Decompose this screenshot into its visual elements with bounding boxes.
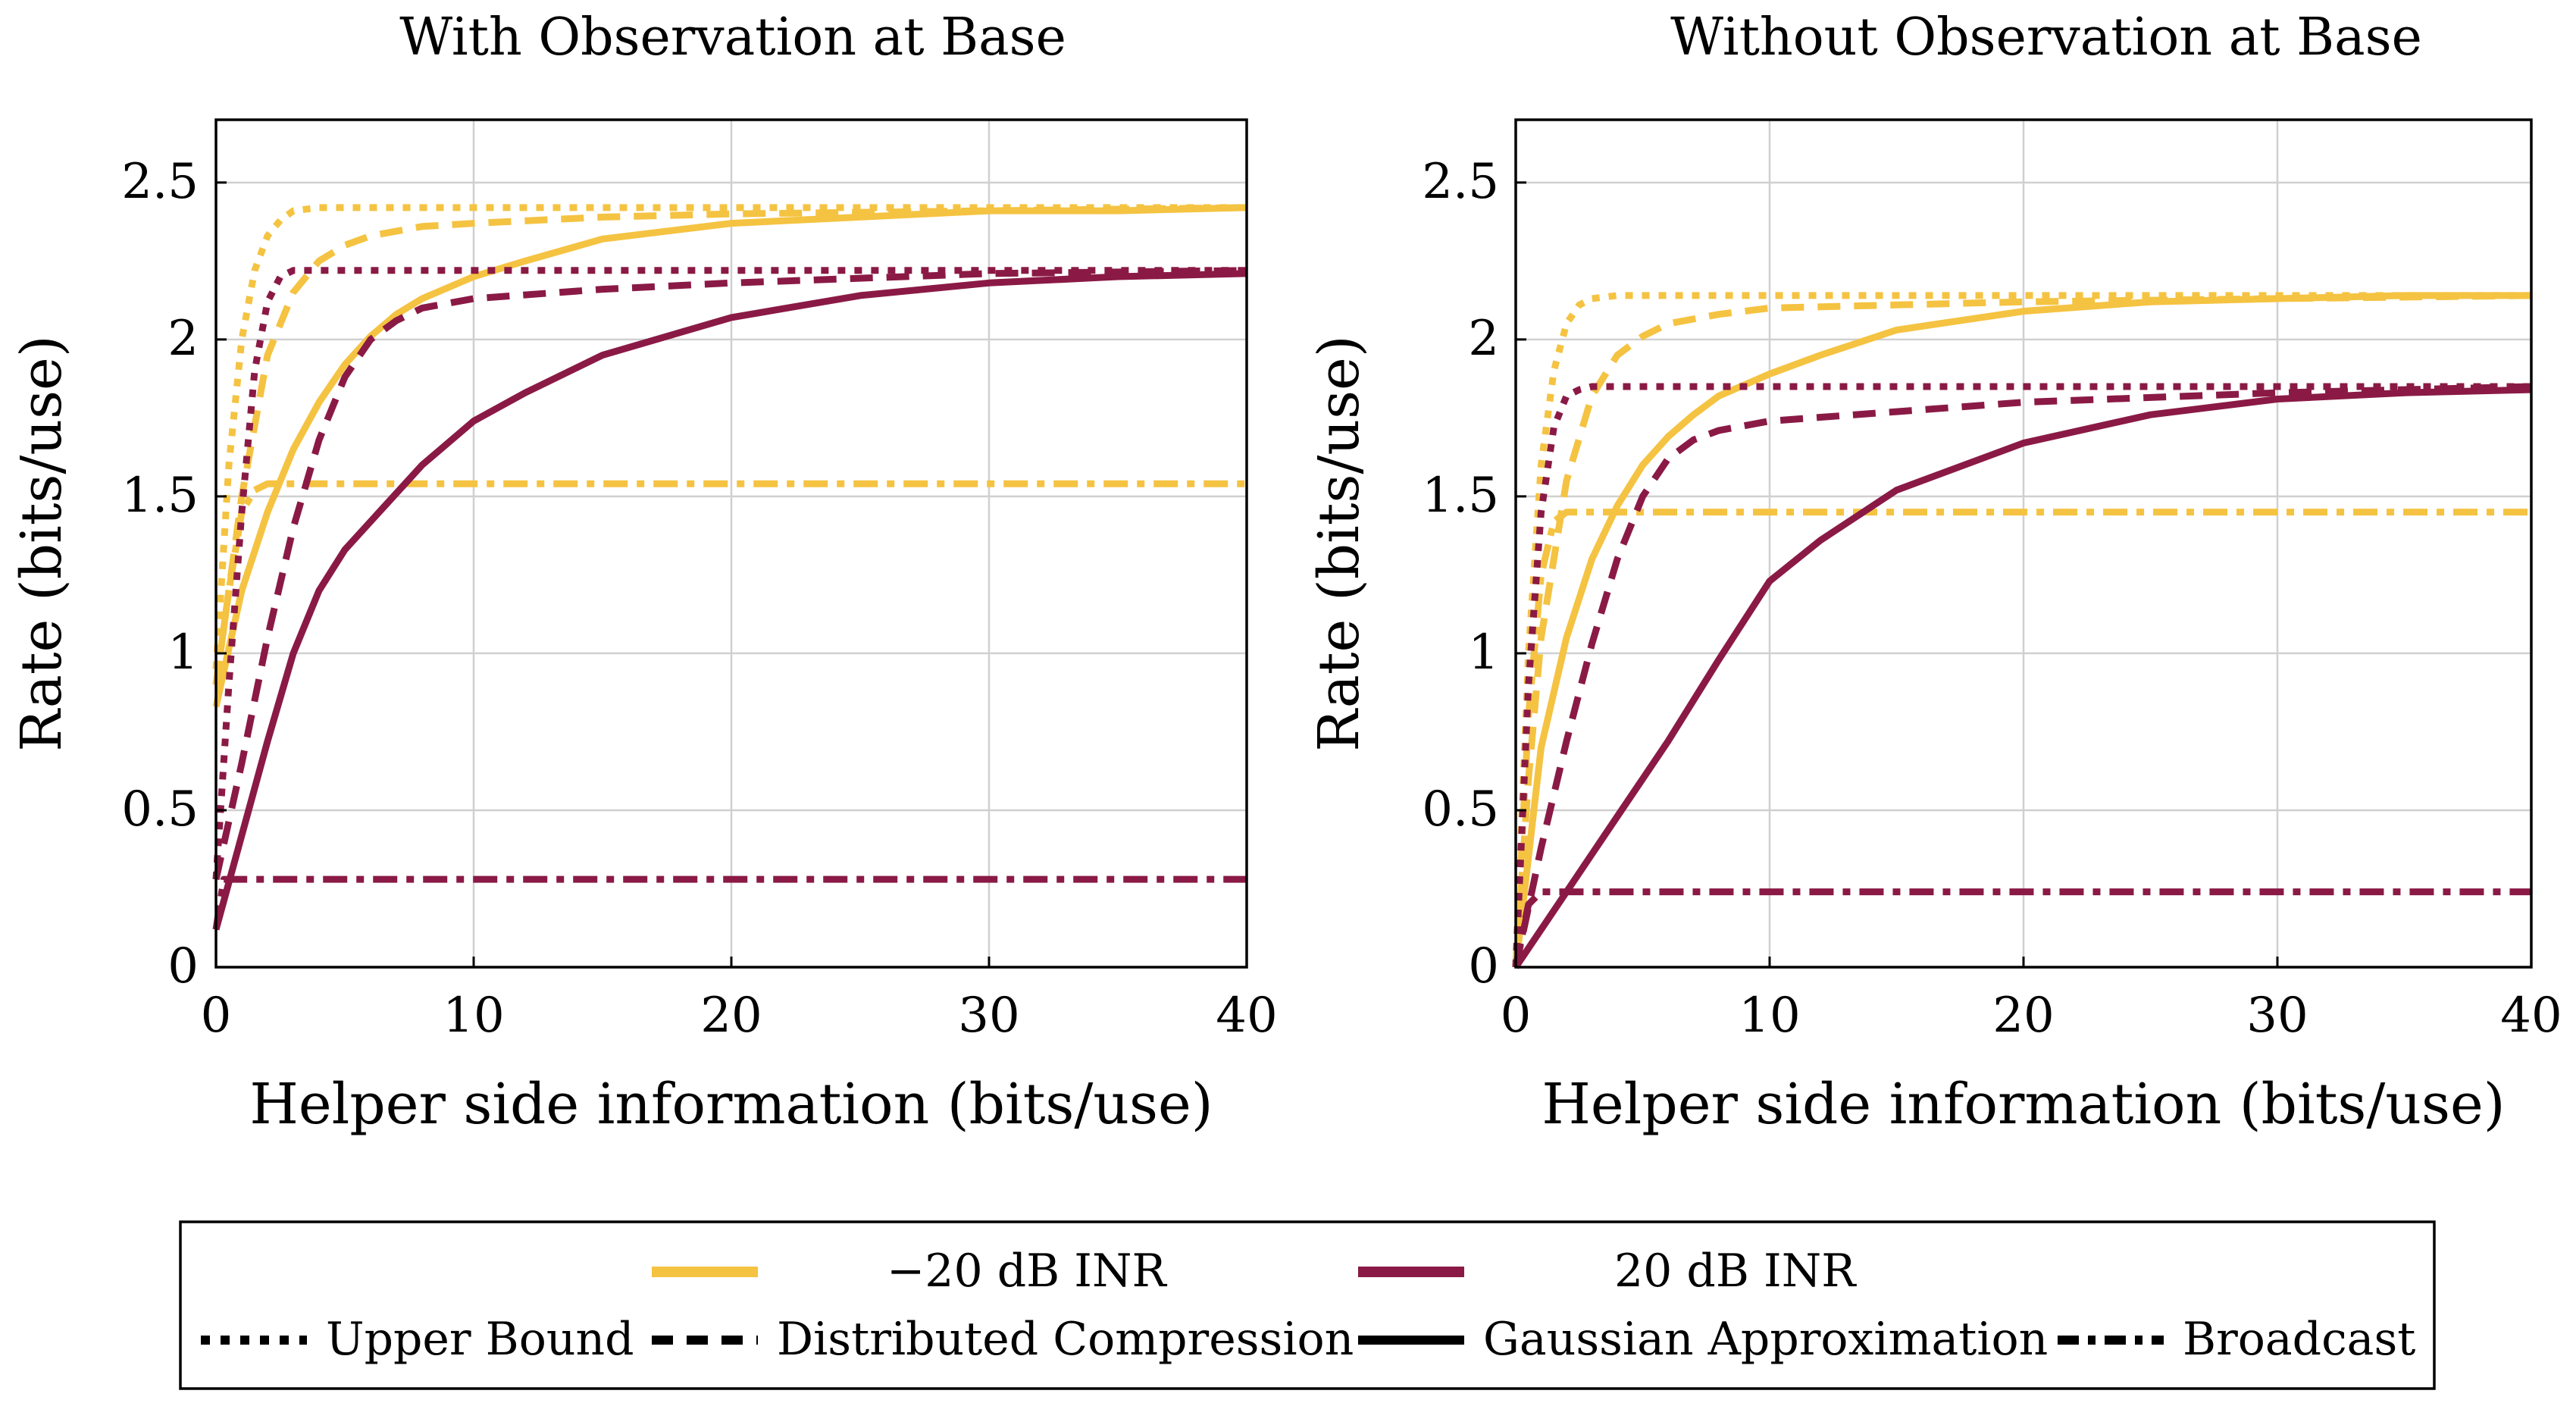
x-tick-label: 0 xyxy=(201,988,232,1044)
x-axis-label: Helper side information (bits/use) xyxy=(1542,1072,2505,1137)
y-tick-label: 2 xyxy=(167,311,199,367)
series-line xyxy=(212,875,1247,930)
series-line xyxy=(1512,509,2531,968)
panel-with-observation: With Observation at Base 0 10 20 30 40 0… xyxy=(9,8,1278,1137)
tick-marks xyxy=(1514,181,2533,969)
x-tick-labels: 0 10 20 30 40 xyxy=(201,988,1278,1044)
tick-marks xyxy=(214,181,1248,969)
y-tick-label: 1.5 xyxy=(121,468,199,524)
series-line xyxy=(212,267,1247,880)
legend-label-gaussian-approximation: Gaussian Approximation xyxy=(1483,1313,2048,1366)
y-tick-labels: 0 0.5 1 1.5 2 2.5 xyxy=(1422,154,1499,994)
series-line xyxy=(1512,888,2531,968)
x-tick-label: 20 xyxy=(700,988,762,1044)
y-tick-label: 1 xyxy=(167,625,199,681)
y-tick-label: 0 xyxy=(167,938,199,994)
legend: −20 dB INR 20 dB INR Upper Bound Distrib… xyxy=(179,1220,2436,1390)
legend-label-high-inr: 20 dB INR xyxy=(1614,1245,1857,1298)
grid-lines xyxy=(1514,120,2533,969)
x-tick-label: 40 xyxy=(1216,988,1277,1044)
y-tick-label: 2 xyxy=(1468,311,1499,367)
y-tick-labels: 0 0.5 1 1.5 2 2.5 xyxy=(121,154,199,994)
grid-lines xyxy=(214,120,1248,969)
y-tick-label: 1 xyxy=(1468,625,1499,681)
series-line xyxy=(212,204,1247,669)
series-line xyxy=(212,480,1247,685)
series-line xyxy=(1512,292,2532,968)
series-line xyxy=(1512,383,2531,968)
series-line xyxy=(1512,383,2532,968)
legend-label-low-inr: −20 dB INR xyxy=(887,1245,1167,1298)
x-tick-label: 20 xyxy=(1992,988,2054,1044)
panel-without-observation: Without Observation at Base 0 10 20 30 4… xyxy=(1307,8,2562,1137)
x-tick-label: 30 xyxy=(958,988,1019,1044)
series-line xyxy=(1513,386,2532,969)
legend-label-broadcast: Broadcast xyxy=(2183,1313,2415,1366)
series-line xyxy=(1512,292,2531,968)
x-tick-label: 0 xyxy=(1501,988,1532,1044)
x-tick-label: 30 xyxy=(2246,988,2308,1044)
y-axis-label: Rate (bits/use) xyxy=(1307,335,1372,751)
legend-label-distributed-compression: Distributed Compression xyxy=(777,1313,1354,1366)
y-tick-label: 0.5 xyxy=(1422,781,1499,838)
x-tick-labels: 0 10 20 30 40 xyxy=(1501,988,2562,1044)
x-tick-label: 10 xyxy=(1739,988,1800,1044)
y-tick-label: 0.5 xyxy=(121,781,199,838)
series-line xyxy=(212,267,1247,881)
plot-lines xyxy=(212,204,1247,931)
legend-frame xyxy=(179,1220,2436,1390)
series-line xyxy=(212,270,1247,931)
x-tick-label: 10 xyxy=(443,988,504,1044)
y-tick-label: 0 xyxy=(1468,938,1499,994)
plot-lines xyxy=(1512,292,2532,969)
chart-title: Without Observation at Base xyxy=(1670,8,2422,67)
y-tick-label: 1.5 xyxy=(1422,468,1499,524)
x-tick-label: 40 xyxy=(2500,988,2562,1044)
y-tick-label: 2.5 xyxy=(121,154,199,210)
y-axis-label: Rate (bits/use) xyxy=(9,335,74,751)
x-axis-label: Helper side information (bits/use) xyxy=(249,1072,1213,1137)
series-line xyxy=(212,204,1247,685)
series-line xyxy=(1512,292,2531,968)
y-tick-label: 2.5 xyxy=(1422,154,1499,210)
legend-label-upper-bound: Upper Bound xyxy=(326,1313,634,1366)
chart-title: With Observation at Base xyxy=(399,8,1066,67)
series-line xyxy=(212,204,1247,708)
